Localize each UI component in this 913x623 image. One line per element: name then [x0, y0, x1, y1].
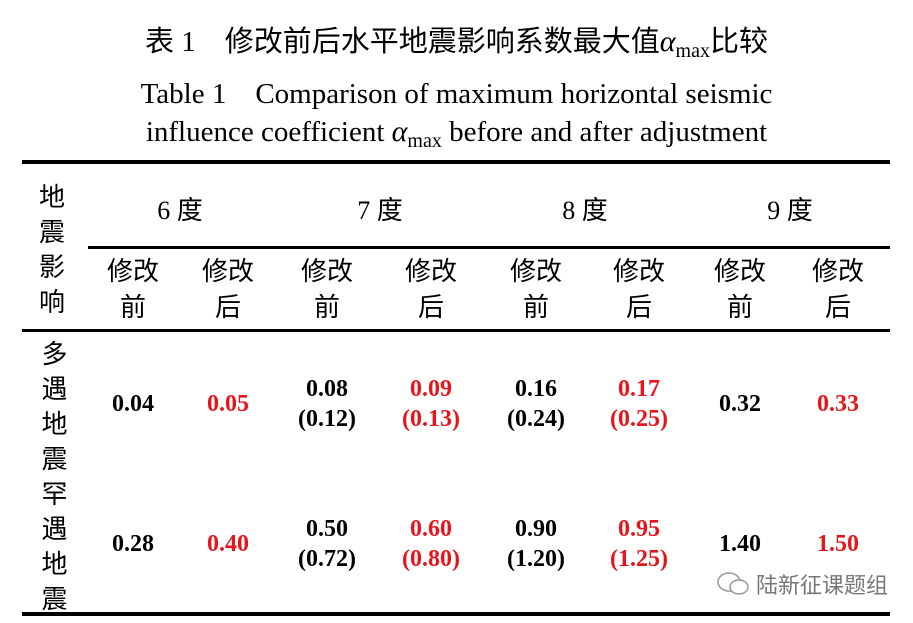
cell-value: 1.50	[817, 531, 859, 557]
degree-header: 9 度	[767, 196, 813, 225]
cell-value-bracketed: (0.25)	[610, 406, 668, 432]
alpha-subscript: max	[407, 130, 442, 152]
table-cell: 0.40	[178, 529, 278, 559]
row-header-char: 响	[38, 288, 65, 317]
cell-value: 0.08	[306, 376, 348, 402]
top-rule	[22, 160, 890, 164]
subheader-text: 前	[313, 293, 340, 322]
cell-value: 0.16	[515, 376, 557, 402]
title-en-suffix: before and after adjustment	[441, 116, 768, 148]
cell-value-bracketed: (0.72)	[298, 546, 356, 572]
cell-value: 0.17	[618, 376, 660, 402]
title-cn-suffix: 比较	[709, 26, 768, 58]
subheader-text: 修改	[509, 257, 562, 286]
table-cell: 0.09 (0.13)	[381, 374, 481, 434]
degree-header: 6 度	[157, 196, 203, 225]
subheader-before: 修改前	[287, 254, 367, 326]
header-rule	[22, 329, 890, 332]
table-title-en-line2: influence coefficient αmax before and af…	[0, 115, 913, 153]
cell-value: 0.32	[719, 391, 761, 417]
subheader-before: 修改前	[93, 254, 173, 326]
row-header-char: 地	[38, 183, 65, 212]
table-title-en-line1: Table 1 Comparison of maximum horizontal…	[140, 78, 773, 110]
table-cell: 0.60 (0.80)	[381, 514, 481, 574]
subheader-text: 后	[417, 293, 444, 322]
subheader-text: 修改	[612, 257, 665, 286]
cell-value: 0.28	[112, 531, 154, 557]
table-cell: 0.50 (0.72)	[277, 514, 377, 574]
subheader-text: 后	[824, 293, 851, 322]
title-cn-text: 表 1 修改前后水平地震影响系数最大值	[145, 26, 660, 58]
subheader-text: 前	[726, 293, 753, 322]
cell-value: 0.50	[306, 516, 348, 542]
subheader-text: 后	[214, 293, 241, 322]
alpha-symbol: α	[391, 115, 408, 148]
cell-value: 0.09	[410, 376, 452, 402]
cell-value: 0.05	[207, 391, 249, 417]
table-cell: 0.95 (1.25)	[589, 514, 689, 574]
subheader-text: 前	[522, 293, 549, 322]
cell-value: 0.33	[817, 391, 859, 417]
row-header-char: 震	[38, 218, 65, 247]
table-cell: 0.05	[178, 389, 278, 419]
subheader-text: 修改	[404, 257, 457, 286]
wechat-icon	[717, 572, 749, 595]
row-label: 罕遇地震	[38, 480, 67, 620]
subheader-text: 前	[119, 293, 146, 322]
subheader-text: 修改	[300, 257, 353, 286]
watermark: 陆新征课题组	[716, 568, 888, 600]
title-en-text: influence coefficient	[145, 116, 392, 148]
cell-value-bracketed: (1.20)	[507, 546, 565, 572]
subheader-text: 修改	[713, 257, 766, 286]
subheader-text: 后	[625, 293, 652, 322]
row-header-char: 影	[38, 253, 65, 282]
subheader-before: 修改前	[700, 254, 780, 326]
table-cell: 1.50	[788, 529, 888, 559]
cell-value: 0.04	[112, 391, 154, 417]
cell-value: 0.95	[618, 516, 660, 542]
cell-value-bracketed: (1.25)	[610, 546, 668, 572]
cell-value-bracketed: (0.24)	[507, 406, 565, 432]
subheader-after: 修改后	[798, 254, 878, 326]
degree-header: 8 度	[562, 196, 608, 225]
table-cell: 0.17 (0.25)	[589, 374, 689, 434]
row-header-label: 地震影响	[22, 180, 82, 320]
table-title-cn: 表 1 修改前后水平地震影响系数最大值αmax比较	[0, 18, 913, 63]
table-cell: 0.28	[83, 529, 183, 559]
table-cell: 0.32	[690, 389, 790, 419]
subheader-text: 修改	[201, 257, 254, 286]
mid-rule	[88, 246, 890, 249]
table-cell: 0.08 (0.12)	[277, 374, 377, 434]
row-label: 多遇地震	[38, 340, 67, 480]
subheader-text: 修改	[811, 257, 864, 286]
subheader-after: 修改后	[188, 254, 268, 326]
cell-value: 0.60	[410, 516, 452, 542]
cell-value: 1.40	[719, 531, 761, 557]
subheader-before: 修改前	[496, 254, 576, 326]
table-cell: 0.04	[83, 389, 183, 419]
bottom-rule	[22, 612, 890, 616]
table-cell: 0.90 (1.20)	[486, 514, 586, 574]
alpha-subscript: max	[675, 40, 710, 62]
table-cell: 1.40	[690, 529, 790, 559]
cell-value: 0.40	[207, 531, 249, 557]
degree-header: 7 度	[357, 196, 403, 225]
subheader-after: 修改后	[599, 254, 679, 326]
table-cell: 0.16 (0.24)	[486, 374, 586, 434]
cell-value: 0.90	[515, 516, 557, 542]
table-cell: 0.33	[788, 389, 888, 419]
cell-value-bracketed: (0.80)	[402, 546, 460, 572]
cell-value-bracketed: (0.13)	[402, 406, 460, 432]
cell-value-bracketed: (0.12)	[298, 406, 356, 432]
watermark-text: 陆新征课题组	[756, 574, 889, 599]
subheader-after: 修改后	[391, 254, 471, 326]
subheader-text: 修改	[106, 257, 159, 286]
alpha-symbol: α	[659, 25, 676, 58]
